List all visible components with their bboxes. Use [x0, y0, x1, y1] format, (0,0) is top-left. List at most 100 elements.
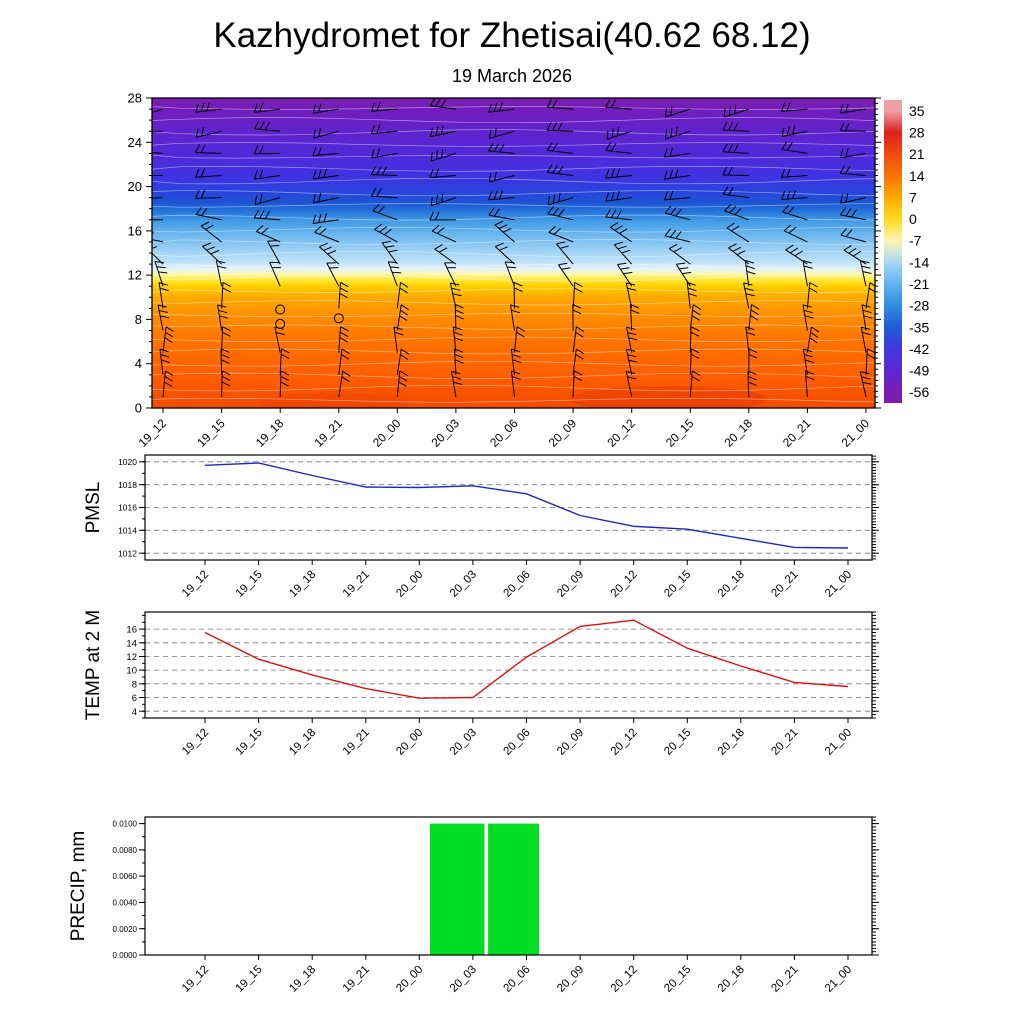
warm-pocket-shade [260, 393, 410, 408]
ytick-label: 1016 [118, 503, 137, 513]
x-tick-label: 20_00 [394, 727, 425, 758]
x-tick-label: 21_00 [839, 416, 873, 450]
x-tick-label: 20_00 [370, 416, 404, 450]
x-tick-label: 19_15 [234, 727, 265, 758]
x-tick-label: 20_15 [662, 727, 693, 758]
ytick-label: 0.0020 [113, 925, 138, 934]
x-tick-label: 20_15 [663, 416, 697, 450]
x-tick-label: 20_12 [609, 727, 640, 758]
colorbar-label: 0 [909, 211, 917, 227]
wind-barbs [152, 98, 875, 398]
profile-ytick-label: 28 [128, 91, 142, 106]
profile-ytick-label: 12 [128, 268, 142, 283]
x-tick-label: 19_21 [341, 727, 372, 758]
x-tick-label: 20_12 [609, 569, 640, 600]
x-tick-label: 19_18 [287, 727, 318, 758]
colorbar-label: 21 [909, 146, 925, 162]
x-tick-label: 20_03 [448, 569, 479, 600]
x-tick-label: 20_21 [780, 416, 814, 450]
x-tick-labels: 19_12 19_15 19_18 19_21 20_00 20_03 20_06 20_09… [180, 964, 854, 995]
x-tick-label: 20_18 [716, 569, 747, 600]
gridlines [145, 461, 872, 554]
colorbar-label: 14 [909, 168, 925, 184]
panel-border [144, 816, 873, 956]
x-tick-label: 20_18 [721, 416, 755, 450]
x-tick-label: 20_18 [716, 964, 747, 995]
ytick-labels: 0.0000 0.0020 0.0040 0.0060 0.0080 0.0100 [113, 820, 138, 960]
colorbar-gradient [884, 100, 902, 403]
calm-wind-symbol [275, 304, 286, 315]
x-tick-label: 20_09 [555, 964, 586, 995]
x-tick-label: 20_03 [429, 416, 463, 450]
x-tick-labels: 19_12 19_15 19_18 19_21 20_00 20_03 20_06 20_09… [180, 569, 854, 600]
axes-ticks [139, 816, 879, 960]
x-tick-label: 19_18 [287, 964, 318, 995]
calm-wind-symbol [275, 318, 286, 329]
ytick-label: 0.0100 [113, 820, 138, 829]
ytick-label: 0.0000 [113, 951, 138, 960]
colorbar-label: -42 [909, 341, 929, 357]
x-tick-label: 20_21 [769, 569, 800, 600]
x-tick-label: 20_09 [546, 416, 580, 450]
colorbar-label: -21 [909, 276, 929, 292]
isotherm-contours [152, 106, 875, 403]
colorbar-label: 35 [909, 103, 925, 119]
axes-ticks [139, 611, 879, 723]
precip-panel: 0.0000 0.0020 0.0040 0.0060 0.0080 0.0100 19_1… [68, 816, 879, 995]
axes-ticks [139, 455, 879, 565]
ytick-label: 10 [126, 666, 137, 677]
ytick-label: 1020 [118, 457, 137, 467]
profile-ytick-labels: 0 4 8 12 16 20 24 28 [128, 91, 142, 416]
precip-bar [488, 823, 539, 955]
x-tick-label: 20_15 [662, 569, 693, 600]
x-tick-label: 20_18 [716, 727, 747, 758]
x-tick-label: 20_00 [394, 964, 425, 995]
x-tick-labels: 19_12 19_15 19_18 19_21 20_00 20_03 20_06 20_09… [180, 727, 854, 758]
ytick-label: 12 [126, 652, 137, 663]
x-tick-label: 19_15 [234, 964, 265, 995]
colorbar-label: 28 [909, 124, 925, 140]
precip-bar [430, 823, 485, 955]
x-tick-label: 19_18 [253, 416, 287, 450]
x-tick-label: 20_09 [555, 727, 586, 758]
forecast-date: 19 March 2026 [451, 66, 573, 86]
profile-ytick-label: 0 [135, 401, 142, 416]
x-tick-label: 20_09 [555, 569, 586, 600]
x-tick-label: 21_00 [823, 727, 854, 758]
calm-wind-symbol [333, 313, 344, 324]
x-tick-label: 20_06 [502, 569, 533, 600]
ytick-label: 4 [132, 707, 137, 718]
x-tick-label: 19_21 [341, 569, 372, 600]
x-tick-label: 19_12 [136, 416, 170, 450]
colorbar-label: -35 [909, 319, 929, 335]
ytick-label: 1012 [118, 548, 137, 558]
x-tick-label: 19_21 [311, 416, 345, 450]
colorbar-label: -56 [909, 384, 929, 400]
x-tick-label: 20_03 [448, 727, 479, 758]
x-tick-label: 19_15 [234, 569, 265, 600]
x-tick-label: 20_06 [502, 727, 533, 758]
warm-pocket-shade [568, 386, 768, 408]
x-tick-label: 20_03 [448, 964, 479, 995]
profile-ytick-label: 16 [128, 223, 142, 238]
x-tick-labels: 19_12 19_15 19_18 19_21 20_00 20_03 20_06 20_09… [136, 416, 873, 450]
gridlines [145, 628, 872, 712]
x-tick-label: 20_12 [609, 964, 640, 995]
temp2m-line [204, 619, 849, 699]
colorbar-label: -28 [909, 298, 929, 314]
panel-ylabel: PMSL [83, 482, 104, 534]
colorbar-label: -49 [909, 363, 929, 379]
ytick-label: 1018 [118, 480, 137, 490]
x-tick-label: 21_00 [823, 569, 854, 600]
profile-ytick-label: 4 [135, 356, 142, 371]
profile-ytick-label: 24 [128, 135, 142, 150]
profile-axes [146, 97, 881, 413]
ytick-labels: 1012 1014 1016 1018 1020 [118, 457, 137, 558]
colorbar-label: -14 [909, 254, 929, 270]
ytick-label: 6 [132, 693, 137, 704]
panel-ylabel: TEMP at 2 M [83, 610, 104, 721]
x-tick-label: 20_15 [662, 964, 693, 995]
x-tick-label: 19_21 [341, 964, 372, 995]
colorbar-labels: 35 28 21 14 7 0 -7 -14 -21 -28 -35 -42 -49 -56 [909, 103, 929, 400]
x-tick-label: 20_00 [394, 569, 425, 600]
